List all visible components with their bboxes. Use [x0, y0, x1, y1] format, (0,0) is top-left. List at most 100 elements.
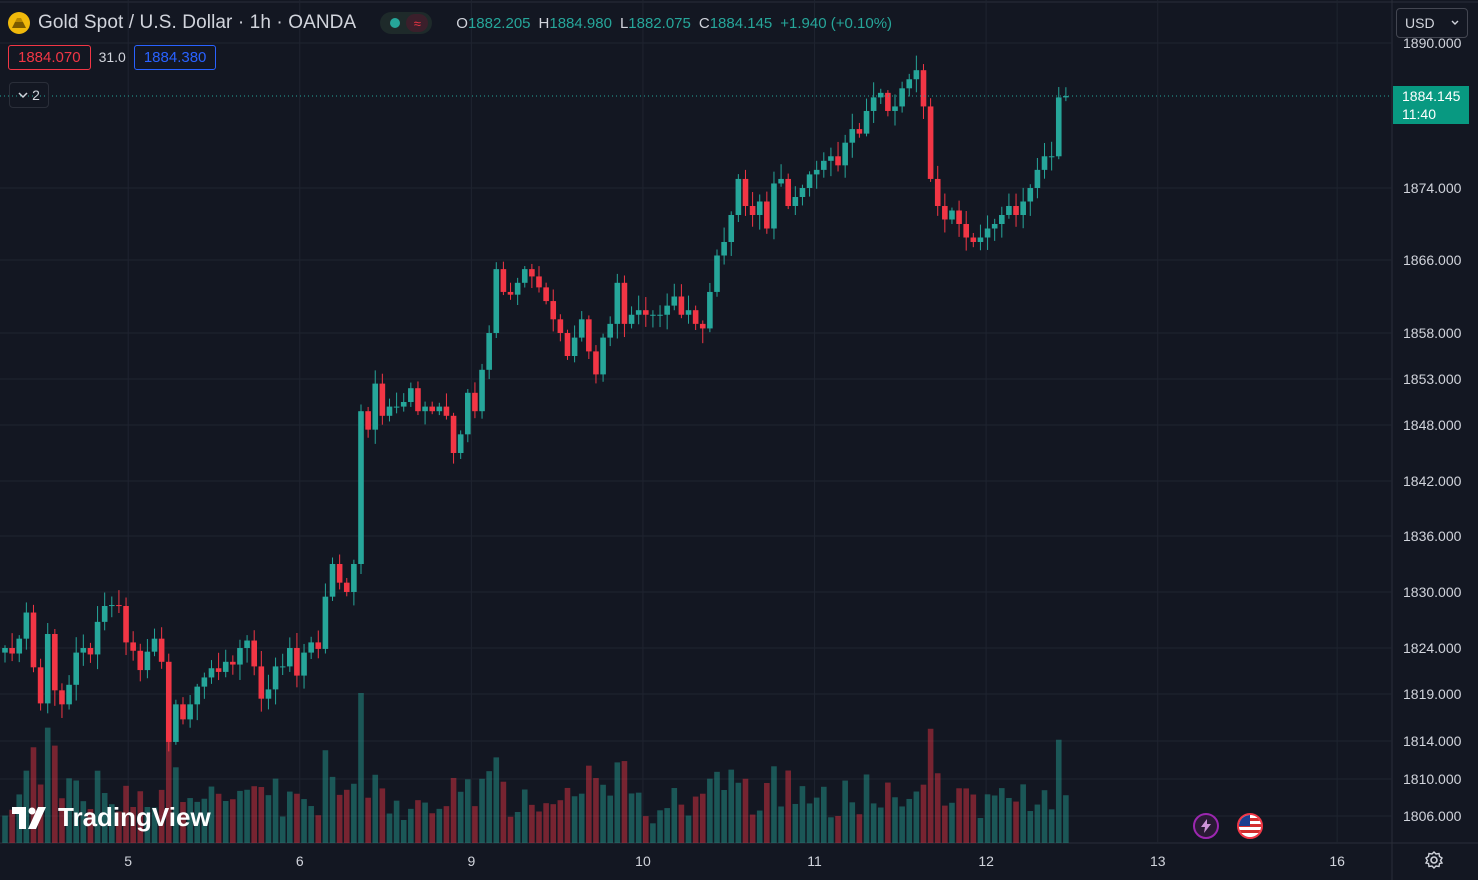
volume-bar: [842, 780, 848, 843]
candle-body: [821, 160, 827, 170]
candle-body: [272, 666, 279, 690]
volume-bar: [322, 750, 329, 843]
volume-bar: [109, 804, 115, 843]
volume-bar: [101, 793, 108, 843]
price-tick-label: 1842.000: [1403, 473, 1462, 489]
volume-bar: [486, 771, 492, 843]
volume-bar: [137, 791, 144, 843]
volume-bar: [165, 718, 172, 843]
lightning-icon[interactable]: [1193, 813, 1219, 839]
volume-bar: [2, 815, 8, 843]
candle-body: [66, 684, 72, 705]
volume-bar: [621, 761, 628, 843]
volume-bar: [244, 789, 250, 843]
candle-body: [244, 640, 250, 648]
volume-bar: [251, 786, 257, 843]
candle-body: [749, 206, 756, 215]
currency-select[interactable]: USD: [1396, 8, 1468, 38]
current-price-tag: 1884.145 11:40: [1393, 86, 1469, 125]
volume-bar: [279, 816, 286, 843]
volume-bar: [671, 788, 678, 843]
volume-bar: [521, 789, 528, 843]
volume-bar: [372, 774, 379, 843]
candle-body: [80, 648, 87, 653]
candle-body: [664, 305, 670, 315]
indicators-toggle-button[interactable]: 2: [9, 82, 49, 108]
symbol-title[interactable]: Gold Spot / U.S. Dollar · 1h · OANDA: [38, 12, 357, 33]
volume-bar: [59, 798, 65, 843]
candle-body: [372, 383, 379, 430]
candle-body: [771, 183, 777, 229]
volume-bar: [550, 804, 557, 843]
candle-body: [728, 215, 735, 242]
volume-bar: [877, 807, 884, 843]
volume-bar: [258, 787, 265, 843]
volume-bar: [849, 802, 856, 843]
volume-bar: [73, 780, 79, 843]
candle-body: [59, 690, 65, 705]
volume-bar: [329, 776, 336, 843]
volume-bar: [628, 793, 635, 843]
candle-body: [970, 237, 977, 242]
volume-bar: [707, 778, 713, 843]
volume-bar: [130, 806, 136, 843]
us-flag-icon[interactable]: [1237, 813, 1263, 839]
candle-body: [600, 337, 606, 375]
gear-icon[interactable]: [1422, 848, 1446, 872]
candle-body: [201, 677, 208, 687]
candle-body: [593, 351, 599, 375]
price-tick-label: 1824.000: [1403, 640, 1462, 656]
volume-bar: [294, 793, 300, 843]
candle-body: [351, 564, 357, 592]
volume-bar: [571, 796, 578, 843]
candle-body: [379, 383, 386, 416]
brand-name: TradingView: [58, 802, 211, 832]
tradingview-logo[interactable]: TradingView: [12, 802, 211, 833]
candle-body: [315, 642, 322, 649]
candle-body: [856, 129, 863, 134]
candle-body: [329, 564, 336, 597]
candle-body: [173, 704, 179, 742]
current-price: 1884.145: [1402, 88, 1461, 105]
candle-body: [44, 634, 51, 704]
sell-price-button[interactable]: 1884.070: [8, 44, 91, 70]
volume-bar: [1006, 797, 1012, 843]
candle-body: [707, 291, 713, 329]
volume-bar: [557, 800, 564, 843]
candle-body: [37, 667, 44, 704]
volume-bar: [799, 786, 806, 843]
volume-bar: [230, 799, 236, 843]
volume-bar: [365, 797, 371, 843]
volume-bar: [343, 789, 350, 843]
volume-bar: [1034, 804, 1041, 843]
volume-bar: [885, 782, 891, 843]
volume-bar: [635, 792, 642, 843]
volume-bar: [265, 795, 272, 843]
volume-bar: [899, 806, 905, 843]
candle-body: [557, 319, 564, 333]
volume-bar: [821, 786, 827, 843]
volume-bar: [52, 745, 58, 843]
candle-body: [714, 255, 720, 292]
volume-bar: [657, 810, 663, 843]
candle-body: [614, 282, 621, 324]
candle-body: [828, 156, 834, 161]
quote-panel: 1884.070 31.0 1884.380: [8, 44, 217, 70]
market-status[interactable]: ≈: [380, 12, 433, 34]
spread-value: 31.0: [98, 49, 126, 65]
volume-bar: [578, 793, 585, 843]
candle-body: [422, 406, 428, 412]
volume-bar: [457, 791, 464, 843]
candle-body: [543, 287, 549, 302]
date-tick-label: 9: [467, 853, 475, 869]
candle-body: [1013, 206, 1019, 215]
date-tick-label: 10: [635, 853, 651, 869]
volume-bar: [714, 771, 720, 843]
volume-bar: [529, 804, 535, 843]
candle-body: [279, 666, 286, 668]
volume-bar: [984, 794, 991, 843]
buy-price-button[interactable]: 1884.380: [133, 44, 217, 70]
candle-body: [443, 406, 450, 416]
volume-bar: [379, 788, 386, 843]
